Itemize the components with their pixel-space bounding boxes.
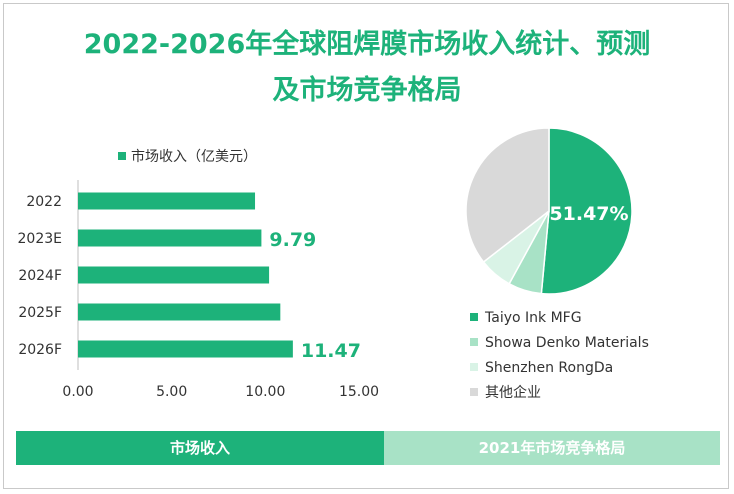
- bar-legend-swatch: [118, 152, 126, 160]
- bar: [78, 303, 281, 321]
- bar-chart-caption: 市场收入: [16, 431, 384, 465]
- bar: [78, 192, 256, 210]
- bar-category-label: 2026F: [18, 342, 62, 358]
- pie-legend-swatch-1: [470, 313, 478, 321]
- bar-legend-label: 市场收入（亿美元）: [131, 149, 257, 165]
- pie-legend-swatch-2: [470, 338, 478, 346]
- chart-title: 2022-2026年全球阻焊膜市场收入统计、预测 及市场竞争格局: [0, 22, 734, 114]
- title-line-2: 及市场竞争格局: [272, 75, 462, 106]
- bar-category-label: 2024F: [18, 268, 62, 284]
- pie-legend-label-3: Shenzhen RongDa: [485, 360, 614, 376]
- bar-category-label: 2025F: [18, 305, 62, 321]
- pie-legend-swatch-3: [470, 363, 478, 371]
- bar-value-label: 9.79: [269, 229, 316, 251]
- pie-legend-item-4: 其他企业: [470, 383, 541, 403]
- pie-legend-swatch-4: [470, 388, 478, 396]
- bar-legend: 市场收入（亿美元）: [118, 146, 257, 166]
- pie-legend-label-4: 其他企业: [485, 385, 541, 401]
- pie-legend-item-3: Shenzhen RongDa: [470, 358, 613, 378]
- pie-legend-label-2: Showa Denko Materials: [485, 335, 649, 351]
- x-tick-label: 5.00: [156, 384, 187, 400]
- bar-category-label: 2022: [26, 194, 62, 210]
- bar-category-label: 2023E: [18, 231, 62, 247]
- pie-slice: [465, 127, 550, 264]
- pie-legend-label-1: Taiyo Ink MFG: [485, 310, 582, 326]
- x-tick-label: 0.00: [62, 384, 93, 400]
- bar: [78, 266, 270, 284]
- bar-value-label: 11.47: [301, 340, 361, 362]
- pie-legend-item-2: Showa Denko Materials: [470, 333, 649, 353]
- pie-chart-caption: 2021年市场竞争格局: [384, 431, 720, 465]
- x-tick-label: 10.00: [245, 384, 285, 400]
- title-line-1: 2022-2026年全球阻焊膜市场收入统计、预测: [83, 29, 651, 60]
- bar: [78, 340, 293, 358]
- chart-frame: [3, 3, 729, 489]
- x-tick-label: 15.00: [339, 384, 379, 400]
- pie-slice: [540, 127, 633, 295]
- pie-legend-item-1: Taiyo Ink MFG: [470, 308, 582, 328]
- pie-value-label: 51.47%: [549, 203, 628, 225]
- bar: [78, 229, 262, 247]
